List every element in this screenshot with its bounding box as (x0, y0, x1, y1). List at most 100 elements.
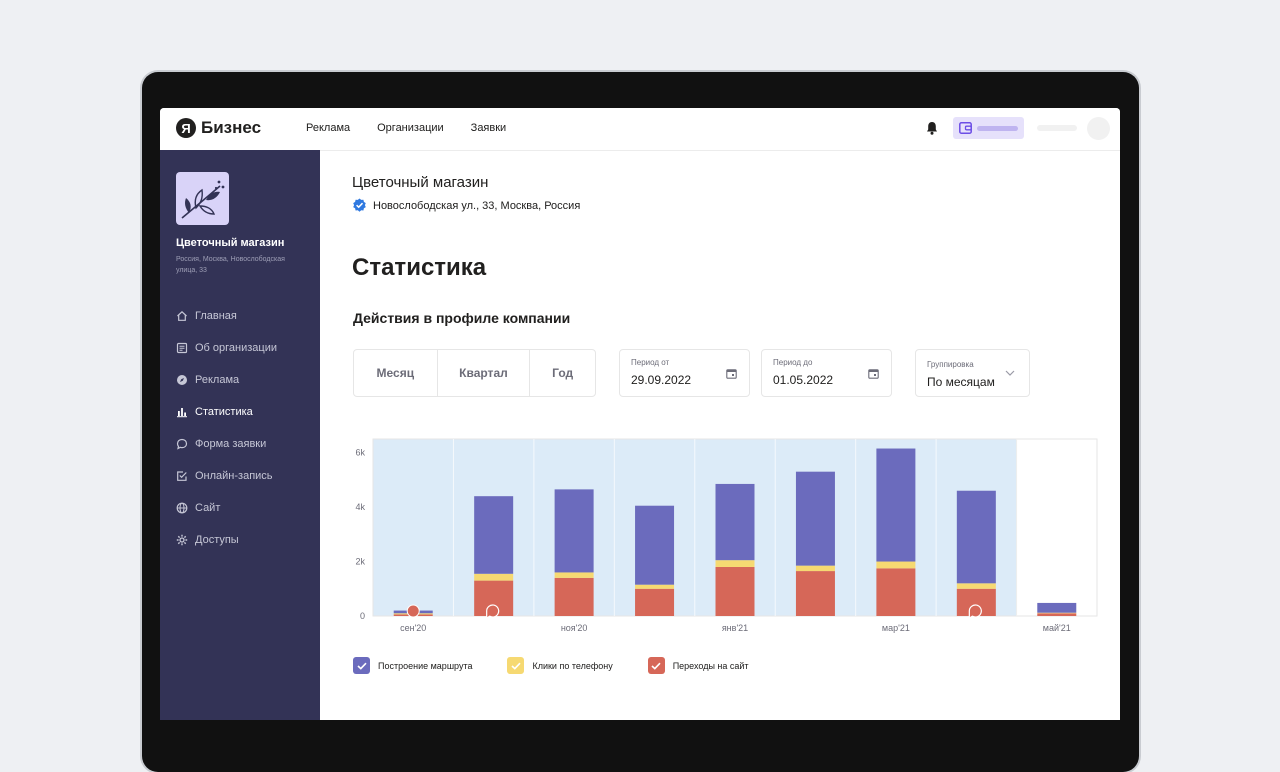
period-month-button[interactable]: Месяц (354, 350, 438, 396)
company-address: Новослободская ул., 33, Москва, Россия (352, 198, 580, 213)
y-tick-label: 2k (355, 557, 365, 567)
sidebar-item-online-booking[interactable]: Онлайн-запись (176, 460, 277, 492)
legend-label: Переходы на сайт (672, 660, 749, 671)
app-window: Я Бизнес Реклама Организации Заявки (160, 108, 1120, 720)
brand-name: Бизнес (201, 118, 262, 137)
bar-segment (474, 573, 514, 581)
date-to-field[interactable]: Период до 01.05.2022 (761, 349, 892, 397)
sidebar-item-label: Статистика (195, 406, 253, 418)
chart-legend: Построение маршрута Клики по телефону Пе… (353, 657, 784, 674)
sidebar-item-about[interactable]: Об организации (176, 332, 277, 364)
bar-segment (635, 505, 675, 585)
legend-item-site-visits[interactable]: Переходы на сайт (647, 657, 749, 674)
legend-label: Клики по телефону (532, 660, 613, 671)
bar-segment (876, 448, 916, 562)
x-tick-label: мар'21 (882, 623, 910, 633)
date-from-value: 29.09.2022 (631, 373, 692, 387)
logo[interactable]: Я Бизнес (176, 117, 261, 139)
legend-checkbox[interactable] (353, 657, 370, 674)
sidebar-org-address: Россия, Москва, Новослободская улица, 33 (176, 256, 285, 274)
event-marker (486, 604, 500, 620)
section-title: Действия в профиле компании (353, 310, 571, 326)
bar-segment (554, 577, 594, 616)
sidebar-item-request-form[interactable]: Форма заявки (176, 428, 277, 460)
sidebar-item-label: Главная (195, 310, 237, 322)
balance-placeholder (977, 126, 1018, 131)
legend-item-phone-clicks[interactable]: Клики по телефону (507, 657, 613, 674)
sidebar-item-ads[interactable]: Реклама (176, 364, 277, 396)
y-tick-label: 6k (355, 448, 365, 458)
nav-ads[interactable]: Реклама (306, 122, 351, 134)
check-icon (356, 662, 367, 670)
bar-segment (1037, 602, 1077, 613)
check-icon (651, 662, 661, 670)
bar-segment (1037, 612, 1077, 614)
bar-segment (876, 568, 916, 616)
period-year-button[interactable]: Год (552, 366, 574, 380)
sidebar-item-label: Форма заявки (195, 438, 267, 450)
verified-check-icon (353, 198, 366, 212)
wallet-icon (959, 122, 972, 134)
sidebar-item-site[interactable]: Сайт (176, 492, 277, 524)
legend-checkbox[interactable] (647, 657, 665, 674)
sidebar-item-home[interactable]: Главная (176, 300, 277, 332)
bar-segment (635, 588, 675, 616)
bar-segment (795, 571, 835, 616)
wallet-balance-button[interactable] (953, 117, 1024, 139)
chat-bubble-icon (176, 438, 188, 450)
sidebar-item-label: Доступы (195, 534, 239, 546)
event-marker (968, 604, 982, 620)
date-from-field[interactable]: Период от 29.09.2022 (619, 349, 750, 397)
sidebar-item-label: Сайт (195, 502, 221, 514)
bar-segment (795, 565, 835, 572)
yandex-logo-icon: Я (176, 118, 196, 138)
sidebar-item-label: Об организации (195, 342, 278, 354)
x-tick-label: май'21 (1043, 623, 1071, 633)
y-tick-label: 4k (355, 502, 365, 512)
bar-segment (1037, 613, 1077, 616)
grouping-select[interactable]: Группировка По месяцам (915, 349, 1030, 397)
x-tick-label: ноя'20 (561, 623, 588, 633)
nav-organizations[interactable]: Организации (377, 122, 444, 134)
globe-icon (176, 502, 188, 514)
bar-segment (956, 490, 996, 584)
x-tick-label: сен'20 (400, 623, 426, 633)
y-tick-label: 0 (360, 611, 365, 621)
grouping-value: По месяцам (927, 375, 995, 389)
flower-branch-icon (181, 180, 225, 219)
page-title: Статистика (352, 254, 487, 281)
date-to-label: Период до (773, 358, 813, 367)
nav-requests[interactable]: Заявки (470, 122, 507, 134)
sidebar-item-statistics[interactable]: Статистика (176, 396, 277, 428)
legend-checkbox[interactable] (507, 657, 525, 674)
calendar-icon[interactable] (726, 368, 737, 379)
company-address-text: Новослободская ул., 33, Москва, Россия (373, 199, 581, 212)
sidebar-item-access[interactable]: Доступы (176, 524, 277, 556)
organization-logo[interactable] (176, 172, 229, 225)
chevron-down-icon (1005, 370, 1015, 376)
date-to-value: 01.05.2022 (773, 373, 834, 387)
bar-chart-icon (176, 406, 188, 418)
home-icon (176, 310, 188, 322)
bell-icon[interactable] (924, 120, 940, 136)
period-segmented-control: Месяц Квартал Год (353, 349, 596, 397)
document-icon (176, 342, 188, 354)
event-marker (406, 604, 420, 618)
period-quarter-button[interactable]: Квартал (438, 350, 531, 396)
sidebar: Цветочный магазин Россия, Москва, Новосл… (160, 150, 320, 720)
check-icon (511, 662, 521, 670)
main-content: Цветочный магазин Новослободская ул., 33… (320, 150, 1120, 720)
avatar[interactable] (1087, 117, 1110, 140)
bar-segment (715, 566, 755, 616)
sidebar-org-name: Цветочный магазин (176, 237, 285, 249)
bar-segment (554, 489, 594, 573)
bar-segment (554, 572, 594, 578)
bar-segment (715, 560, 755, 567)
sidebar-item-label: Онлайн-запись (195, 470, 273, 482)
legend-item-route[interactable]: Построение маршрута (353, 657, 472, 674)
calendar-icon[interactable] (868, 368, 879, 379)
sidebar-item-label: Реклама (195, 374, 240, 386)
bar-segment (474, 496, 514, 574)
bar-segment (635, 584, 675, 589)
legend-label: Построение маршрута (378, 660, 473, 671)
